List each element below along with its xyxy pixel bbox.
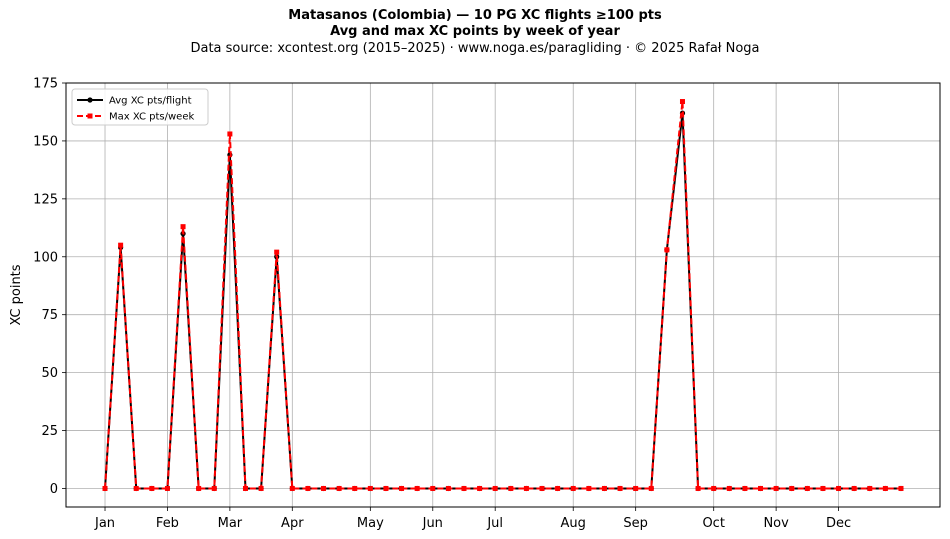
x-tick-label: Mar — [218, 516, 243, 531]
data-point — [118, 242, 124, 248]
x-tick-label: Feb — [156, 516, 179, 531]
data-point — [352, 485, 358, 491]
x-tick-label: Jun — [422, 516, 443, 531]
legend-box — [71, 88, 209, 126]
legend-label: Max XC pts/week — [109, 112, 194, 123]
y-tick-label: 50 — [41, 366, 58, 381]
x-tick-label: Dec — [826, 516, 851, 531]
data-point — [820, 485, 826, 491]
data-point — [383, 485, 389, 491]
data-point — [164, 485, 170, 491]
grid — [66, 82, 940, 507]
legend-label: Avg XC pts/flight — [109, 96, 192, 107]
data-point — [586, 485, 592, 491]
plot-frame — [65, 82, 941, 508]
data-point — [445, 485, 451, 491]
data-point — [555, 485, 561, 491]
legend-marker — [87, 113, 93, 119]
chart-source: Data source: xcontest.org (2015–2025) · … — [190, 41, 760, 56]
title-block: Matasanos (Colombia) — 10 PG XC flights … — [0, 8, 950, 57]
data-point — [679, 99, 685, 105]
data-point — [242, 485, 248, 491]
data-point — [836, 485, 842, 491]
series-group — [102, 99, 904, 492]
series-line — [104, 112, 901, 490]
data-point — [508, 485, 514, 491]
data-point — [617, 485, 623, 491]
chart-title: Matasanos (Colombia) — 10 PG XC flights … — [288, 8, 662, 23]
data-point — [664, 247, 670, 253]
data-point — [742, 485, 748, 491]
data-point — [758, 485, 764, 491]
data-point — [695, 485, 701, 491]
data-point — [601, 485, 607, 491]
data-point — [477, 485, 483, 491]
data-point — [414, 485, 420, 491]
series-line — [104, 100, 901, 490]
y-tick-label: 125 — [33, 192, 58, 207]
data-point — [258, 485, 264, 491]
data-point — [336, 485, 342, 491]
y-tick-label: 100 — [33, 250, 58, 265]
y-tick-label: 75 — [41, 308, 58, 323]
x-tick-label: Oct — [702, 516, 724, 531]
data-point — [274, 249, 280, 255]
y-axis-label: XC points — [9, 264, 24, 325]
data-point — [773, 485, 779, 491]
y-tick-label: 150 — [33, 134, 58, 149]
data-point — [726, 485, 732, 491]
series-max — [102, 99, 904, 491]
data-point — [648, 485, 654, 491]
data-point — [523, 485, 529, 491]
x-tick-label: Sep — [623, 516, 648, 531]
x-tick-label: Jan — [94, 516, 115, 531]
data-point — [102, 485, 108, 491]
y-tick-label: 175 — [33, 77, 58, 92]
data-point — [898, 485, 904, 491]
data-point — [711, 485, 717, 491]
data-point — [133, 485, 139, 491]
data-point — [570, 485, 576, 491]
data-point — [633, 485, 639, 491]
chart-subtitle: Avg and max XC points by week of year — [330, 24, 620, 39]
data-point — [367, 485, 373, 491]
data-point — [461, 485, 467, 491]
x-tick-label: Jul — [486, 516, 503, 531]
data-point — [492, 485, 498, 491]
data-point — [430, 485, 436, 491]
data-point — [289, 485, 295, 491]
y-tick-label: 0 — [50, 482, 58, 497]
data-point — [882, 485, 888, 491]
data-point — [305, 485, 311, 491]
data-point — [851, 485, 857, 491]
legend: Avg XC pts/flight Max XC pts/week — [71, 88, 209, 126]
data-point — [196, 485, 202, 491]
data-point — [211, 485, 217, 491]
y-tick-label: 25 — [41, 424, 58, 439]
x-tick-label: May — [357, 516, 384, 531]
x-tick-label: Apr — [281, 516, 304, 531]
x-tick-label: Aug — [561, 516, 586, 531]
legend-marker — [87, 97, 93, 103]
data-point — [180, 224, 186, 230]
data-point — [149, 485, 155, 491]
data-point — [789, 485, 795, 491]
data-point — [804, 485, 810, 491]
x-tick-label: Nov — [763, 516, 789, 531]
axes: Jan Feb Mar Apr May Jun Jul Aug Sep Oct Nov Dec 0 25 5… — [9, 77, 941, 531]
data-point — [867, 485, 873, 491]
data-point — [227, 131, 233, 137]
data-point — [399, 485, 405, 491]
data-point — [539, 485, 545, 491]
data-point — [321, 485, 327, 491]
